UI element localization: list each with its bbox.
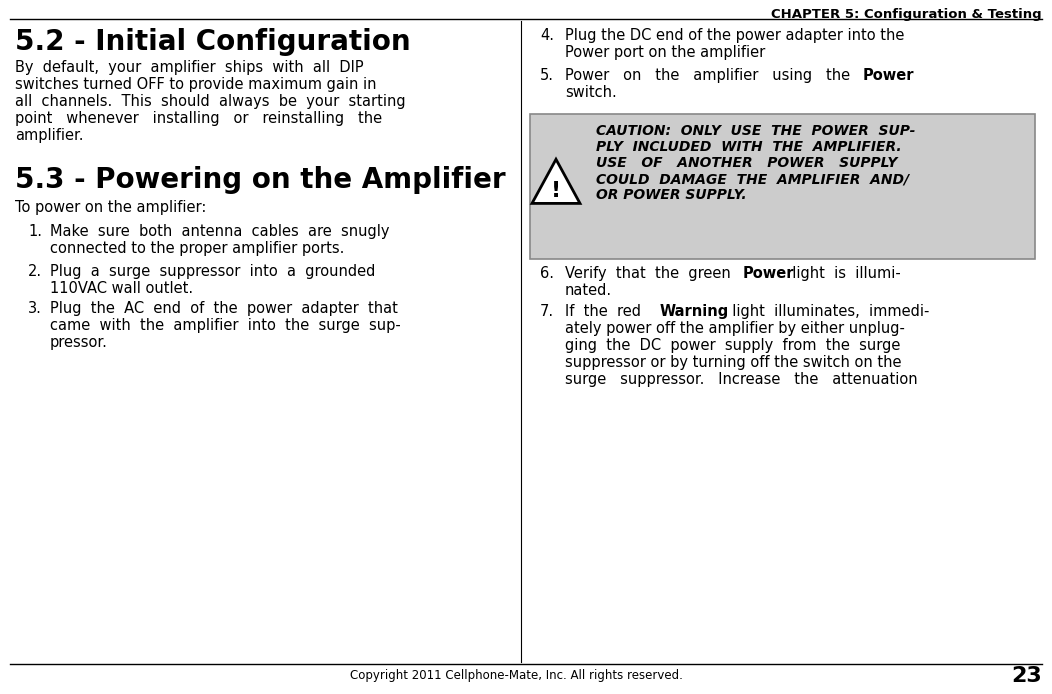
- Text: CAUTION:  ONLY  USE  THE  POWER  SUP-: CAUTION: ONLY USE THE POWER SUP-: [596, 124, 915, 138]
- Text: 6.: 6.: [540, 266, 554, 281]
- Text: connected to the proper amplifier ports.: connected to the proper amplifier ports.: [50, 241, 344, 256]
- Text: Plug  a  surge  suppressor  into  a  grounded: Plug a surge suppressor into a grounded: [50, 264, 376, 279]
- Text: 7.: 7.: [540, 304, 554, 319]
- Text: Plug  the  AC  end  of  the  power  adapter  that: Plug the AC end of the power adapter tha…: [50, 301, 398, 316]
- Text: 5.: 5.: [540, 68, 554, 83]
- Text: Verify  that  the  green: Verify that the green: [565, 266, 740, 281]
- Text: light  illuminates,  immedi-: light illuminates, immedi-: [723, 304, 929, 319]
- Text: surge   suppressor.   Increase   the   attenuation: surge suppressor. Increase the attenuati…: [565, 372, 917, 387]
- Text: switches turned OFF to provide maximum gain in: switches turned OFF to provide maximum g…: [15, 77, 377, 92]
- Text: Power port on the amplifier: Power port on the amplifier: [565, 45, 765, 60]
- Text: Make  sure  both  antenna  cables  are  snugly: Make sure both antenna cables are snugly: [50, 224, 389, 239]
- Text: 23: 23: [1011, 666, 1041, 686]
- Text: !: !: [551, 180, 561, 201]
- Text: came  with  the  amplifier  into  the  surge  sup-: came with the amplifier into the surge s…: [50, 318, 401, 333]
- Text: 1.: 1.: [28, 224, 42, 239]
- Text: pressor.: pressor.: [50, 335, 108, 350]
- Text: 110VAC wall outlet.: 110VAC wall outlet.: [50, 281, 194, 296]
- FancyBboxPatch shape: [530, 114, 1035, 259]
- Text: Plug the DC end of the power adapter into the: Plug the DC end of the power adapter int…: [565, 28, 905, 43]
- Text: 5.3 - Powering on the Amplifier: 5.3 - Powering on the Amplifier: [15, 166, 506, 194]
- Text: suppressor or by turning off the switch on the: suppressor or by turning off the switch …: [565, 355, 902, 370]
- Text: ging  the  DC  power  supply  from  the  surge: ging the DC power supply from the surge: [565, 338, 901, 353]
- Text: 3.: 3.: [28, 301, 42, 316]
- Text: 2.: 2.: [28, 264, 42, 279]
- Text: light  is  illumi-: light is illumi-: [783, 266, 901, 281]
- Text: all  channels.  This  should  always  be  your  starting: all channels. This should always be your…: [15, 94, 406, 109]
- Text: nated.: nated.: [565, 283, 612, 298]
- Text: ately power off the amplifier by either unplug-: ately power off the amplifier by either …: [565, 321, 905, 336]
- Text: USE   OF   ANOTHER   POWER   SUPPLY: USE OF ANOTHER POWER SUPPLY: [596, 156, 897, 170]
- Text: Warning: Warning: [660, 304, 729, 319]
- Text: switch.: switch.: [565, 85, 616, 100]
- Text: PLY  INCLUDED  WITH  THE  AMPLIFIER.: PLY INCLUDED WITH THE AMPLIFIER.: [596, 140, 902, 154]
- Text: By  default,  your  amplifier  ships  with  all  DIP: By default, your amplifier ships with al…: [15, 60, 364, 75]
- Text: OR POWER SUPPLY.: OR POWER SUPPLY.: [596, 188, 747, 202]
- Text: 4.: 4.: [540, 28, 554, 43]
- Polygon shape: [532, 160, 580, 203]
- Text: COULD  DAMAGE  THE  AMPLIFIER  AND/: COULD DAMAGE THE AMPLIFIER AND/: [596, 172, 909, 186]
- Text: 5.2 - Initial Configuration: 5.2 - Initial Configuration: [15, 28, 410, 56]
- Text: To power on the amplifier:: To power on the amplifier:: [15, 200, 206, 215]
- Text: If  the  red: If the red: [565, 304, 650, 319]
- Text: amplifier.: amplifier.: [15, 128, 83, 143]
- Text: Copyright 2011 Cellphone-Mate, Inc. All rights reserved.: Copyright 2011 Cellphone-Mate, Inc. All …: [349, 670, 683, 682]
- Text: point   whenever   installing   or   reinstalling   the: point whenever installing or reinstallin…: [15, 111, 382, 126]
- Text: Power   on   the   amplifier   using   the: Power on the amplifier using the: [565, 68, 864, 83]
- Text: Power: Power: [863, 68, 914, 83]
- Text: Power: Power: [743, 266, 794, 281]
- Text: CHAPTER 5: Configuration & Testing: CHAPTER 5: Configuration & Testing: [771, 8, 1041, 21]
